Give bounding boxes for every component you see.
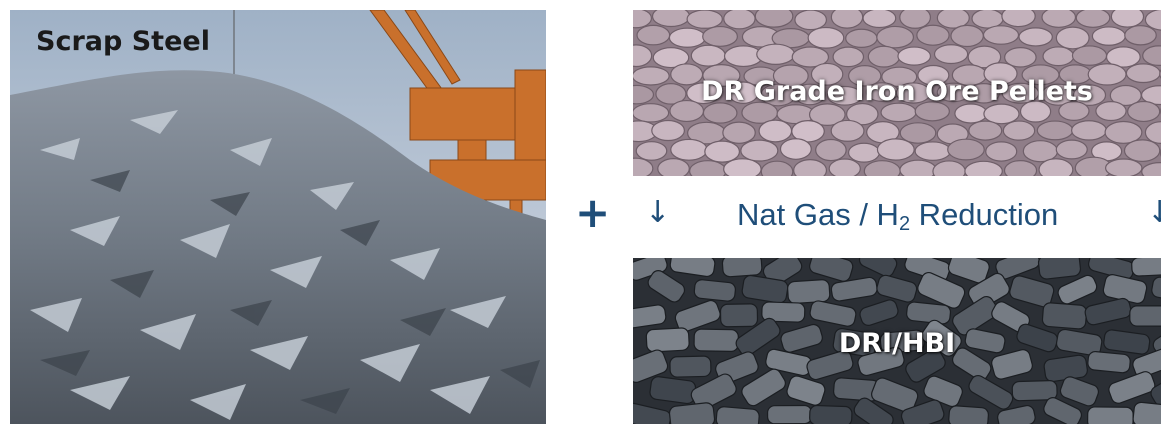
dri-hbi-briquettes-photo-icon <box>633 258 1161 424</box>
down-arrow-icon: ↓ <box>1147 195 1161 230</box>
dri-hbi-label: DRI/HBI <box>838 328 956 359</box>
reduction-process-label: Nat Gas / H2 Reduction <box>737 195 1058 244</box>
reduction-prefix: Nat Gas / H <box>737 197 899 232</box>
dri-hbi-image: DRI/HBI <box>633 258 1161 424</box>
iron-ore-pellets-label: DR Grade Iron Ore Pellets <box>701 76 1093 107</box>
reduction-suffix: Reduction <box>910 197 1059 232</box>
down-arrow-icon: ↓ <box>645 195 671 230</box>
scrap-steel-photo-icon <box>10 10 546 424</box>
scrap-steel-image: Scrap Steel <box>10 10 546 424</box>
iron-ore-pellets-photo-icon <box>633 10 1161 176</box>
reduction-subscript: 2 <box>898 213 911 235</box>
iron-ore-pellets-image: DR Grade Iron Ore Pellets <box>633 10 1161 176</box>
scrap-steel-label: Scrap Steel <box>36 26 210 57</box>
plus-operator: + <box>575 188 611 237</box>
